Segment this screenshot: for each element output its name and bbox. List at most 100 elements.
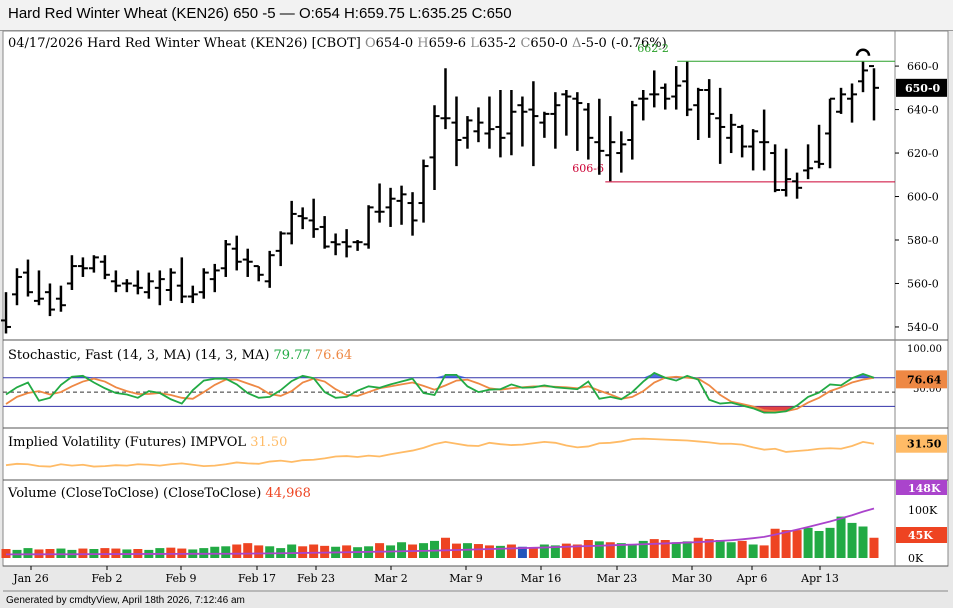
header-close: 650-0 [530,36,572,51]
impvol-label: Implied Volatility (Futures) IMPVOL 31.5… [8,435,287,450]
ohlc-bar [539,111,550,138]
volume-bar [858,526,868,558]
ohlc-bar [792,172,803,199]
last-price-label: 650-0 [905,82,941,95]
ohlc-bar [594,98,605,175]
ohlc-bar [77,257,88,277]
price-tick-label: 580-0 [907,234,939,247]
ohlc-bar [242,248,253,277]
window-title: Hard Red Winter Wheat (KEN26) 650 -5 — O… [8,5,512,22]
volume-bar [770,528,780,558]
volume-bar [484,545,494,558]
volume-last-box [896,527,947,543]
ohlc-bar [440,68,451,130]
ohlc-bar [341,229,352,258]
ohlc-bar [858,61,869,93]
volume-tick-label: 100K [908,504,938,517]
ohlc-bar [825,97,836,169]
price-tick-label: 560-0 [907,277,939,290]
stoch-last-label: 76.64 [907,373,942,386]
x-tick-label: Mar 9 [449,572,483,585]
ohlc-bar [374,183,385,223]
volume-label: Volume (CloseToClose) (CloseToClose) 44,… [7,486,311,501]
ohlc-bar [352,240,363,251]
ohlc-bar [220,240,231,277]
low-label: 606-6 [572,162,604,175]
x-tick-label: Mar 2 [374,572,408,585]
ohlc-bar [451,96,462,167]
volume-bar [792,530,802,558]
ohlc-bar [759,109,770,171]
x-tick-label: Feb 9 [165,572,196,585]
ohlc-bar [297,207,308,230]
x-tick-label: Apr 6 [736,572,768,585]
header-low-label: L [470,36,479,51]
volume-bar [561,543,571,558]
ohlc-bar [473,107,484,143]
volume-last-label: 45K [908,529,933,542]
ohlc-bar [429,105,440,190]
volume-bar [375,543,385,558]
volume-bar [210,546,220,558]
ohlc-bar [814,124,825,169]
ohlc-bar [638,90,649,121]
ohlc-bar [495,90,506,158]
volume-bar [847,522,857,558]
volume-bar [221,546,231,558]
volume-bar [517,546,527,558]
ohlc-bar [627,100,638,160]
stoch-name: Stochastic, Fast (14, 3, MA) [8,348,195,363]
header-low: 635-2 [479,36,521,51]
ohlc-bar [132,270,143,295]
stoch-tick-label: 50.00 [913,384,942,395]
ohlc-bar [11,268,22,306]
ohlc-bar [407,192,418,236]
stoch-d-line [5,375,875,413]
volume-bar [814,531,824,558]
volume-bar [265,546,275,558]
volume-bar [56,548,66,558]
ohlc-bar [572,92,583,151]
volume-bar [430,540,440,558]
price-tick-label: 620-0 [907,147,939,160]
ohlc-bar [363,205,374,249]
ohlc-bar [187,285,198,304]
ohlc-bar [154,270,165,306]
stoch-label: Stochastic, Fast (14, 3, MA) (14, 3, MA)… [8,348,352,363]
volume-bar [397,542,407,558]
new-high-marker [855,48,871,56]
ohlc-bar [781,148,792,197]
volume-bar [495,545,505,558]
ohlc-bar [847,83,858,123]
volume-bar [737,540,747,558]
price-tick-label: 540-0 [907,321,939,334]
ohlc-bar [550,92,561,149]
volume-avg-label: 148K [908,482,941,495]
volume-bar [759,545,769,558]
ohlc-bar [55,285,66,312]
ohlc-bar [693,87,704,140]
ohlc-bar [517,96,528,147]
title-bar: Hard Red Winter Wheat (KEN26) 650 -5 — O… [0,0,953,31]
volume-bar [572,544,582,558]
ohlc-bar [462,116,473,149]
ohlc-bar [176,257,187,304]
x-tick-label: Mar 23 [597,572,638,585]
header-open-label: O [365,36,376,51]
volume-bar [803,527,813,558]
ohlc-bar [1,292,11,334]
ohlc-bar [308,198,319,238]
price-tick-label: 600-0 [907,191,939,204]
volume-bar [836,516,846,558]
ohlc-bar [99,255,110,280]
ohlc-bar [715,87,726,164]
ohlc-bar [506,90,517,156]
last-price-box [896,78,947,97]
volume-bar [748,544,758,558]
volume-bar [627,544,637,558]
ohlc-bar [770,144,781,193]
ohlc-bar [616,131,627,173]
ohlc-bar [121,279,132,293]
volume-bar [726,542,736,558]
